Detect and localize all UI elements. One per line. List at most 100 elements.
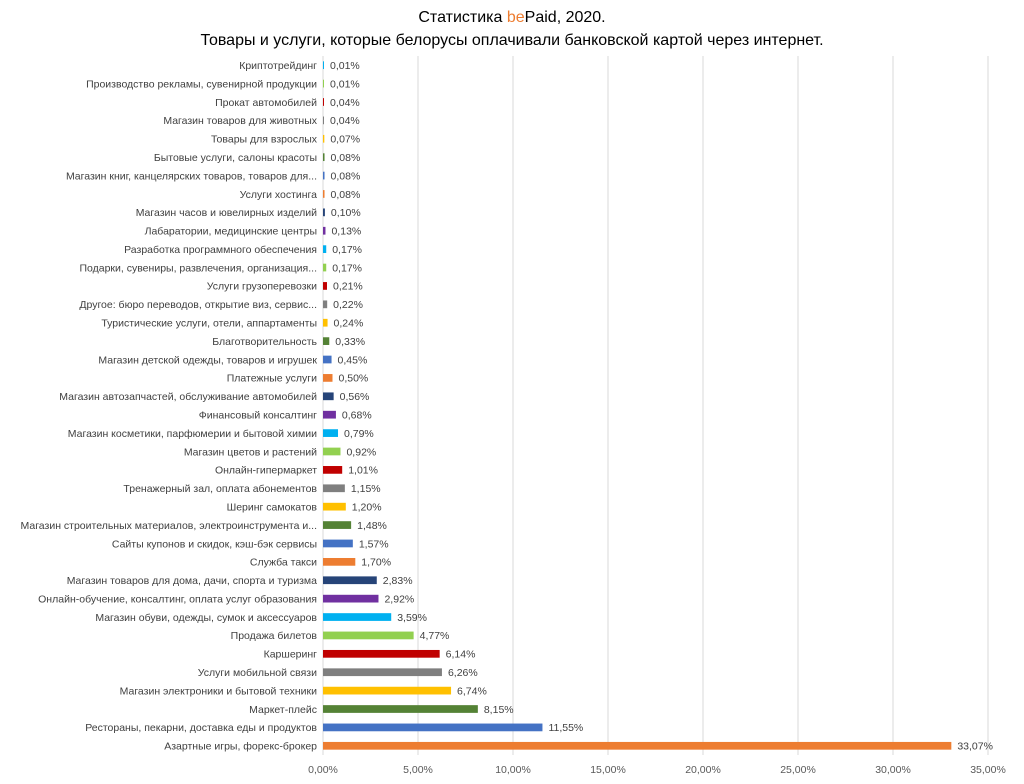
- bar: [323, 190, 325, 198]
- bar: [323, 613, 392, 621]
- bar: [323, 502, 346, 511]
- data-label: 0,92%: [346, 446, 376, 458]
- data-label: 8,15%: [484, 704, 514, 716]
- bar: [323, 686, 452, 695]
- bar: [323, 668, 442, 677]
- bar: [323, 263, 327, 272]
- bar: [323, 318, 328, 327]
- category-label: Финансовый консалтинг: [199, 409, 317, 421]
- bar: [323, 171, 325, 180]
- bar: [323, 557, 356, 566]
- category-label: Маркет-плейс: [249, 704, 317, 716]
- data-label: 0,04%: [330, 97, 360, 109]
- category-label: Магазин товаров для дома, дачи, спорта и…: [67, 575, 317, 587]
- category-label: Шеринг самокатов: [227, 501, 318, 513]
- data-label: 0,33%: [335, 336, 365, 348]
- data-label: 0,08%: [331, 189, 361, 201]
- data-label: 0,17%: [332, 262, 362, 274]
- data-label: 0,07%: [330, 134, 360, 146]
- data-label: 1,15%: [351, 483, 381, 495]
- category-label: Магазин цветов и растений: [184, 446, 317, 458]
- data-label: 0,08%: [331, 152, 361, 164]
- category-label: Благотворительность: [212, 336, 317, 348]
- category-label: Платежные услуги: [227, 373, 317, 385]
- bar: [323, 355, 332, 364]
- data-label: 2,92%: [384, 593, 414, 605]
- category-label: Лабаратории, медицинские центры: [145, 226, 317, 238]
- data-label: 0,01%: [330, 78, 360, 90]
- data-label: 2,83%: [383, 575, 413, 587]
- data-label: 6,74%: [457, 685, 487, 697]
- bar: [323, 521, 352, 529]
- x-tick-label: 20,00%: [685, 764, 721, 776]
- category-label: Магазин автозапчастей, обслуживание авто…: [59, 391, 317, 403]
- data-label: 0,01%: [330, 60, 360, 72]
- category-label: Криптотрейдинг: [239, 60, 317, 72]
- data-label: 0,50%: [339, 373, 369, 385]
- bar: [323, 300, 328, 309]
- bar: [323, 741, 952, 750]
- category-label: Сайты купонов и скидок, кэш-бэк сервисы: [112, 538, 317, 550]
- data-label: 6,26%: [448, 667, 478, 679]
- bar: [323, 208, 325, 217]
- data-label: 3,59%: [397, 612, 427, 624]
- data-label: 0,45%: [338, 354, 368, 366]
- bar: [323, 484, 345, 493]
- bar: [323, 282, 327, 290]
- category-label: Азартные игры, форекс-брокер: [164, 741, 317, 753]
- data-label: 1,57%: [359, 538, 389, 550]
- bar: [323, 79, 324, 88]
- category-label: Услуги грузоперевозки: [207, 281, 317, 293]
- chart-title-line2: Товары и услуги, которые белорусы оплачи…: [200, 32, 823, 49]
- x-tick-label: 0,00%: [308, 764, 338, 776]
- category-label: Услуги мобильной связи: [198, 667, 317, 679]
- bar: [323, 576, 377, 585]
- chart-title-line1: Статистика bePaid, 2020.: [418, 9, 605, 26]
- grid-layer: [322, 56, 989, 755]
- category-label: Туристические услуги, отели, аппартамент…: [101, 318, 317, 330]
- data-label: 33,07%: [957, 741, 993, 753]
- category-label: Каршеринг: [264, 649, 318, 661]
- bar: [323, 447, 341, 456]
- bar: [323, 153, 325, 162]
- category-label: Магазин электроники и бытовой техники: [120, 685, 318, 697]
- bar: [323, 226, 326, 235]
- ticks-layer: 0,00% 5,00% 10,00% 15,00% 20,00% 25,00% 30,00%…: [308, 764, 1006, 776]
- bar: [323, 116, 324, 125]
- category-label: Бытовые услуги, салоны красоты: [154, 152, 317, 164]
- data-label: 0,17%: [332, 244, 362, 256]
- category-label: Производство рекламы, сувенирной продукц…: [86, 78, 317, 90]
- data-label: 0,56%: [340, 391, 370, 403]
- category-label: Услуги хостинга: [240, 189, 318, 201]
- data-label: 0,08%: [331, 170, 361, 182]
- x-tick-label: 30,00%: [875, 764, 911, 776]
- bar: [323, 374, 333, 382]
- x-tick-label: 25,00%: [780, 764, 816, 776]
- data-label: 0,68%: [342, 409, 372, 421]
- bar: [323, 392, 334, 401]
- x-tick-label: 5,00%: [403, 764, 433, 776]
- category-label: Продажа билетов: [231, 630, 318, 642]
- data-label: 0,04%: [330, 115, 360, 127]
- data-label: 0,13%: [331, 226, 361, 238]
- category-label: Магазин часов и ювелирных изделий: [136, 207, 317, 219]
- category-label: Рестораны, пекарни, доставка еды и проду…: [85, 722, 317, 734]
- data-label: 1,48%: [357, 520, 387, 532]
- category-label: Товары для взрослых: [211, 134, 318, 146]
- data-label: 0,24%: [334, 318, 364, 330]
- data-label: 0,22%: [333, 299, 363, 311]
- bar: [323, 705, 478, 713]
- data-label: 4,77%: [420, 630, 450, 642]
- title-prefix: Статистика: [418, 9, 506, 26]
- category-label: Магазин обуви, одежды, сумок и аксессуар…: [95, 612, 317, 624]
- category-label: Онлайн-обучение, консалтинг, оплата услу…: [38, 593, 317, 605]
- category-label: Магазин строительных материалов, электро…: [20, 520, 317, 532]
- category-label: Магазин товаров для животных: [163, 115, 317, 127]
- brand-be: be: [507, 9, 525, 26]
- category-label: Магазин косметики, парфюмерии и бытовой …: [68, 428, 317, 440]
- bar: [323, 539, 353, 548]
- bar: [323, 429, 339, 437]
- bar: [323, 594, 379, 603]
- category-label: Служба такси: [250, 557, 317, 569]
